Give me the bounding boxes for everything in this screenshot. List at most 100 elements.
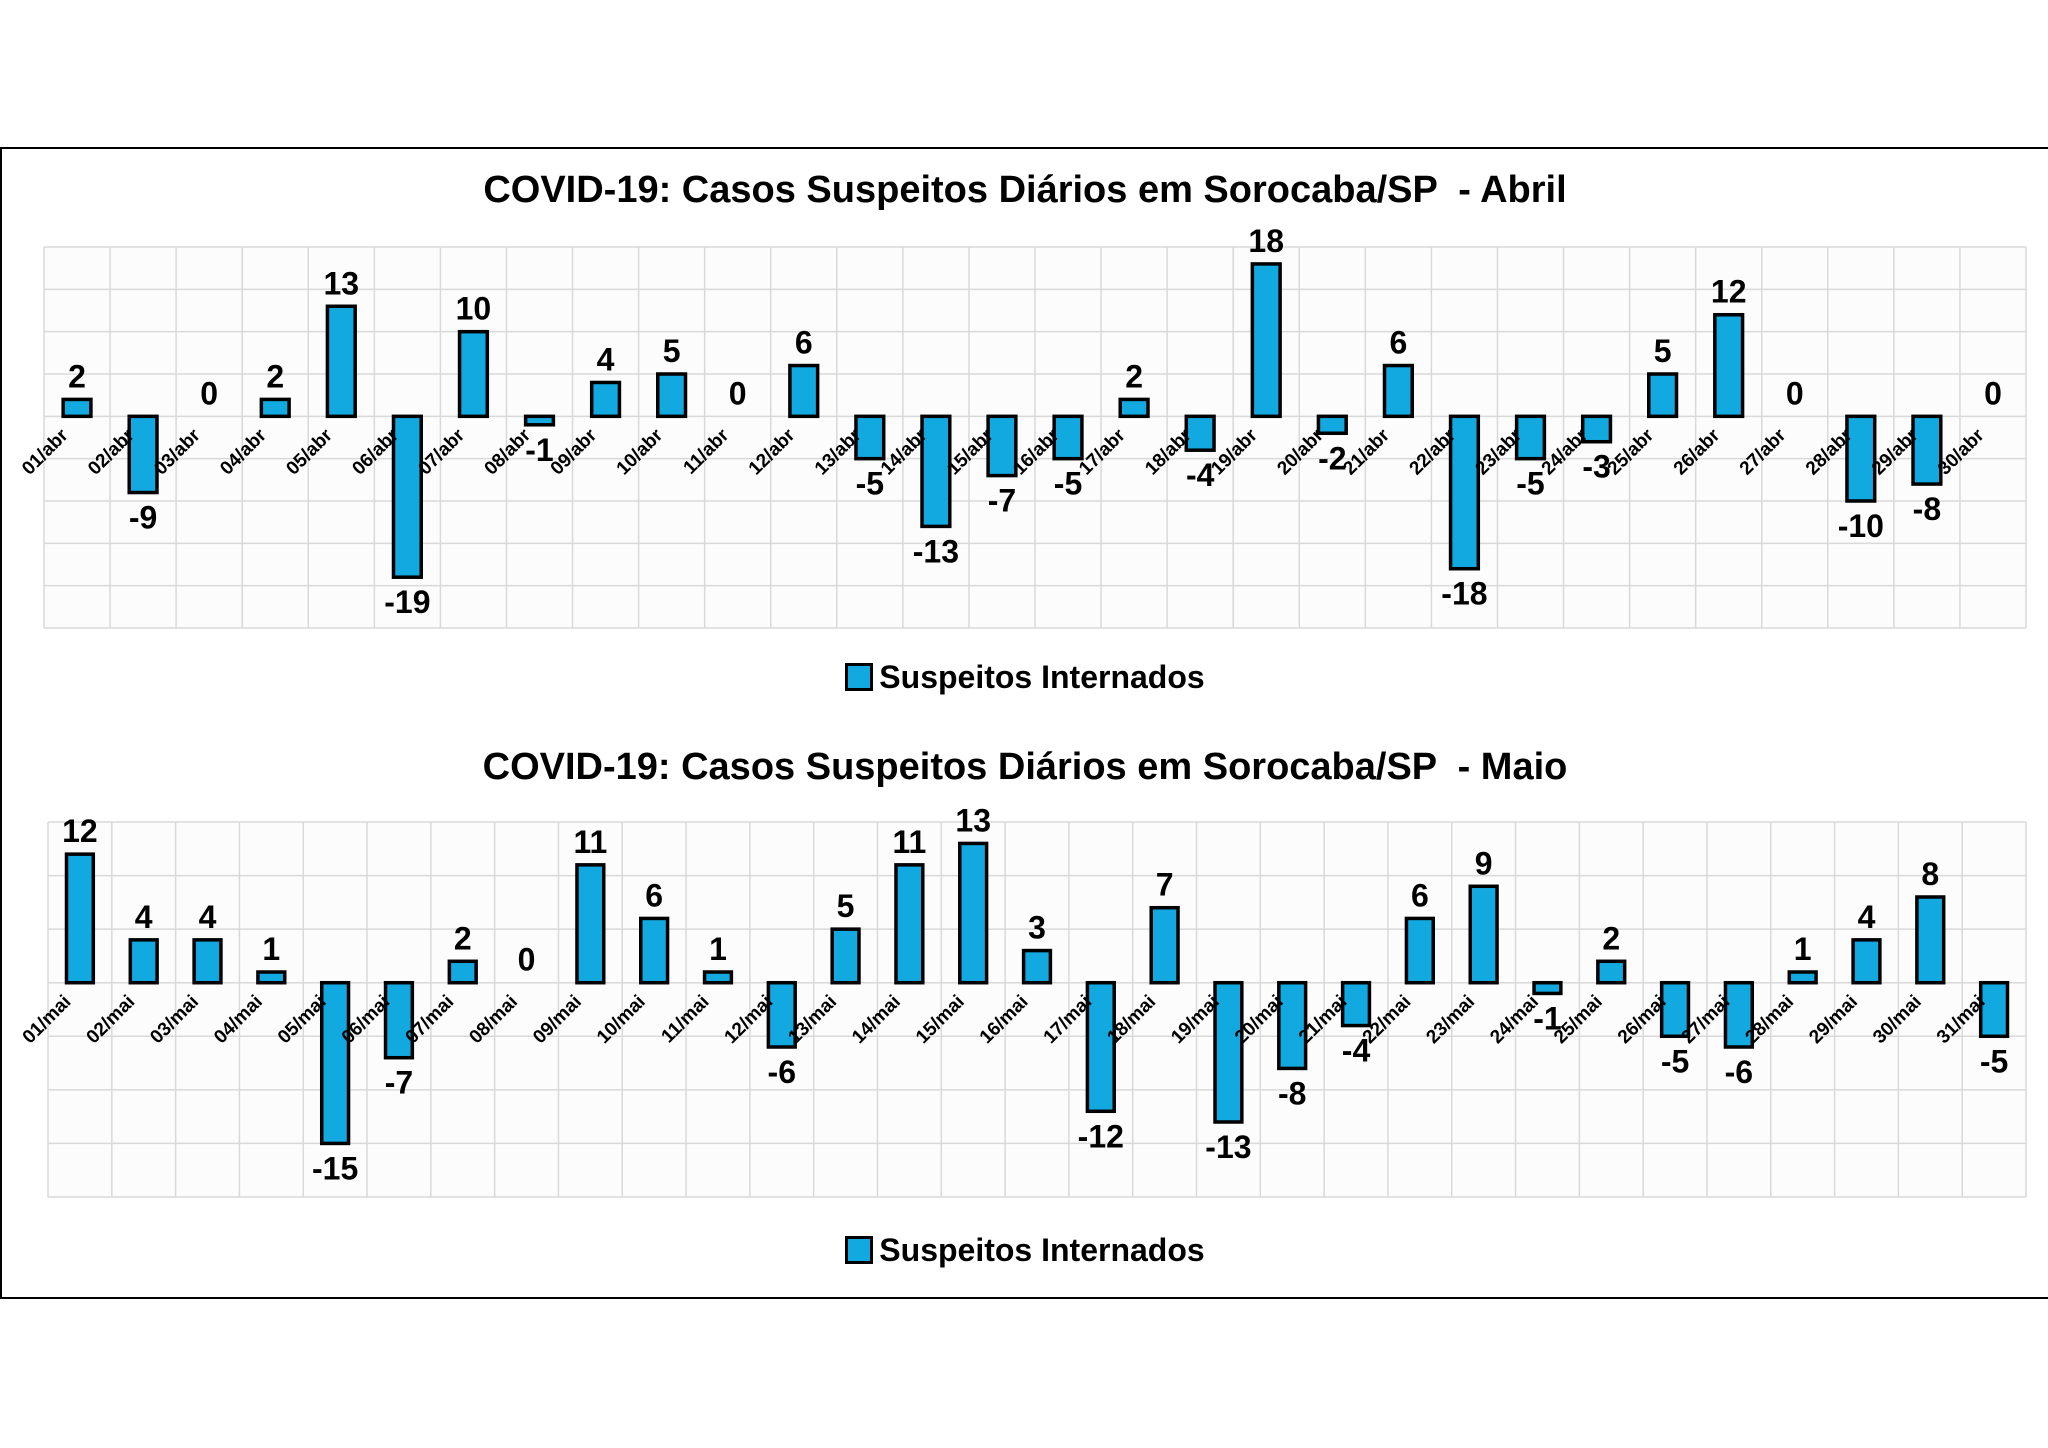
data-label: 5: [1654, 333, 1672, 369]
bar: [1404, 916, 1435, 985]
bar: [1532, 980, 1563, 996]
bar: [1448, 414, 1481, 571]
bar: [64, 852, 96, 985]
legend-swatch: [845, 663, 874, 691]
bar: [1184, 414, 1216, 452]
bar: [575, 863, 606, 985]
data-label: -4: [1342, 1033, 1371, 1069]
bar: [127, 414, 159, 495]
data-label: -10: [1838, 508, 1884, 544]
chart-panel-abril: COVID-19: Casos Suspeitos Diários em Sor…: [0, 147, 2048, 726]
data-label: 4: [597, 341, 615, 377]
data-label: 2: [266, 358, 284, 394]
legend-label: Suspeitos Internados: [879, 1232, 1205, 1268]
data-label: 0: [200, 375, 218, 411]
bar-chart-maio: 1201/mai402/mai403/mai104/mai-1505/mai-7…: [19, 802, 2027, 1198]
bar: [1713, 312, 1745, 419]
data-label: 4: [135, 899, 153, 935]
bar-chart-abril: 201/abr-902/abr003/abr204/abr1305/abr-19…: [18, 223, 2027, 629]
bar: [656, 372, 688, 419]
data-label: -5: [1516, 466, 1544, 502]
data-label: 11: [573, 824, 607, 860]
bar: [1382, 363, 1414, 419]
data-label: 6: [645, 877, 663, 913]
data-label: -13: [913, 533, 959, 569]
bar: [894, 863, 925, 985]
data-label: 8: [1921, 856, 1939, 892]
bar: [639, 916, 670, 985]
data-label: -3: [1582, 449, 1610, 485]
bar: [128, 938, 159, 985]
data-label: -9: [129, 500, 157, 536]
data-label: 7: [1156, 867, 1174, 903]
data-label: -6: [768, 1054, 796, 1090]
bar: [1787, 970, 1818, 985]
data-label: 2: [1125, 358, 1143, 394]
data-label: -5: [1980, 1043, 2008, 1079]
bar: [1340, 980, 1372, 1028]
data-label: -5: [1054, 466, 1082, 502]
chart-title: COVID-19: Casos Suspeitos Diários em Sor…: [483, 169, 1567, 211]
data-label: -1: [1533, 1000, 1561, 1036]
data-label: -5: [856, 466, 884, 502]
bar: [1021, 948, 1053, 985]
bar: [391, 414, 423, 579]
bar: [1915, 895, 1946, 985]
data-label: 9: [1475, 845, 1493, 881]
bar: [1845, 414, 1877, 503]
bar: [256, 970, 287, 985]
bar: [1468, 884, 1499, 985]
chart-legend: Suspeitos Internados: [2, 659, 2048, 696]
bar: [1085, 980, 1116, 1114]
bar: [325, 304, 357, 419]
plot-area: [48, 822, 2026, 1197]
data-label: 6: [1411, 877, 1429, 913]
legend-swatch: [845, 1236, 874, 1264]
bar: [1580, 414, 1613, 444]
bar: [1911, 414, 1943, 486]
bar: [1250, 262, 1282, 419]
bar: [702, 970, 734, 985]
data-label: -15: [312, 1150, 358, 1186]
data-label: 11: [892, 824, 926, 860]
bar: [319, 980, 351, 1146]
bar: [986, 414, 1018, 478]
data-label: 6: [795, 325, 813, 361]
data-label: 4: [1858, 899, 1876, 935]
data-label: 18: [1248, 223, 1284, 259]
bar: [1723, 980, 1755, 1049]
data-label: 1: [1794, 931, 1812, 967]
data-label: 12: [1711, 274, 1747, 310]
chart-title: COVID-19: Casos Suspeitos Diários em Sor…: [482, 746, 1568, 788]
data-label: -8: [1278, 1075, 1306, 1111]
bar: [1659, 980, 1691, 1039]
bar: [854, 414, 886, 461]
data-label: -7: [385, 1065, 413, 1101]
bar: [192, 938, 223, 985]
bar: [830, 927, 861, 985]
data-label: 12: [62, 813, 98, 849]
data-label: -5: [1661, 1043, 1689, 1079]
bar: [1978, 980, 2010, 1039]
data-label: 0: [518, 942, 536, 978]
data-label: -4: [1186, 457, 1215, 493]
data-label: 1: [709, 931, 727, 967]
data-label: -1: [525, 432, 553, 468]
data-label: 0: [729, 375, 747, 411]
bar: [457, 329, 490, 419]
legend-label: Suspeitos Internados: [879, 659, 1205, 695]
bar: [1316, 414, 1348, 436]
data-label: 0: [1984, 375, 2002, 411]
chart-panel-maio: COVID-19: Casos Suspeitos Diários em Sor…: [0, 722, 2048, 1299]
bar: [383, 980, 415, 1060]
bar: [1149, 905, 1180, 985]
data-label: 5: [663, 333, 681, 369]
data-label: 2: [1602, 920, 1620, 956]
data-label: 6: [1389, 325, 1407, 361]
bar: [1213, 980, 1244, 1124]
data-label: 13: [324, 265, 360, 301]
data-label: -12: [1078, 1118, 1124, 1154]
bar: [1851, 938, 1882, 985]
data-label: -6: [1725, 1054, 1753, 1090]
bar: [61, 397, 93, 419]
